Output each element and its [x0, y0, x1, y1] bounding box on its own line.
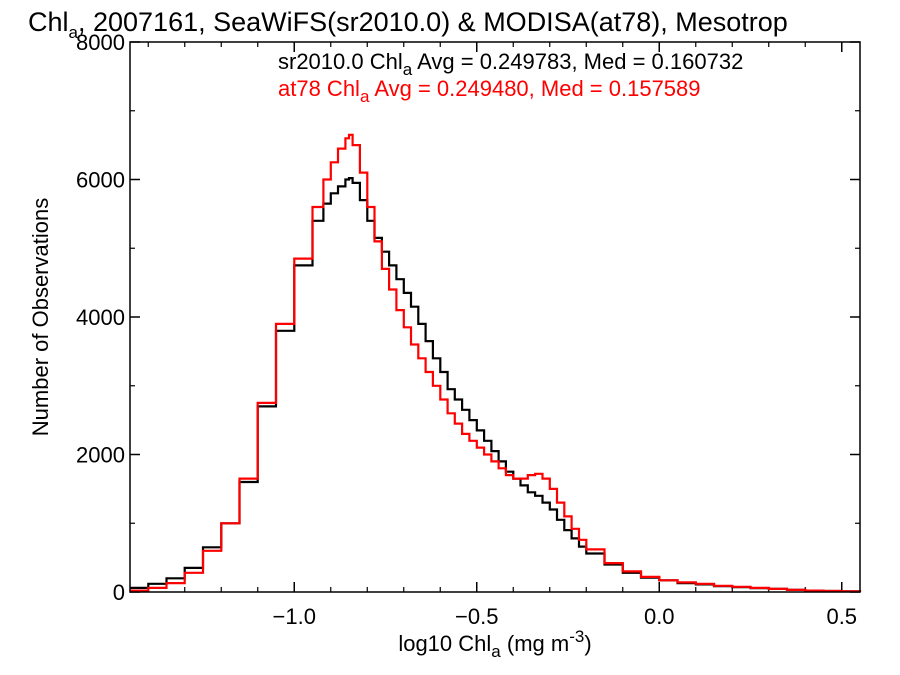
chart-title-rest: , 2007161, SeaWiFS(sr2010.0) & MODISA(at…	[78, 7, 788, 37]
y-tick-label: 2000	[76, 443, 125, 468]
x-axis-label: log10 Chla (mg m-3)	[398, 627, 591, 661]
chart-title-subscript: a	[69, 23, 79, 42]
x-axis-label-middle: (mg m	[501, 631, 569, 656]
x-axis-label-suffix: )	[584, 631, 591, 656]
y-axis-label: Number of Observations	[28, 198, 53, 436]
x-axis-label-prefix: log10 Chl	[398, 631, 491, 656]
x-tick-label: −1.0	[273, 604, 316, 629]
y-tick-label: 6000	[76, 168, 125, 193]
y-tick-label: 4000	[76, 305, 125, 330]
chart-title: Chla, 2007161, SeaWiFS(sr2010.0) & MODIS…	[28, 7, 788, 42]
legend-sr2010-suffix: Avg = 0.249783, Med = 0.160732	[412, 49, 743, 74]
chart-title-prefix: Chl	[28, 7, 69, 37]
legend-entry-sr2010: sr2010.0 Chla Avg = 0.249783, Med = 0.16…	[278, 49, 743, 79]
axis-ticks: −1.0 −0.5 0.0 0.5 0 2000 4000 6000 8000	[76, 30, 860, 629]
legend: sr2010.0 Chla Avg = 0.249783, Med = 0.16…	[278, 49, 743, 106]
x-axis-label-superscript: -3	[569, 627, 584, 646]
series-line-at78	[130, 133, 862, 593]
x-tick-label: 0.5	[826, 604, 857, 629]
legend-entry-at78: at78 Chla Avg = 0.249480, Med = 0.157589	[278, 76, 701, 106]
legend-at78-prefix: at78 Chl	[278, 76, 360, 101]
y-tick-label: 8000	[76, 30, 125, 55]
plot-frame	[129, 41, 861, 593]
legend-at78-subscript: a	[360, 87, 370, 106]
y-tick-label: 0	[113, 580, 125, 605]
legend-sr2010-prefix: sr2010.0 Chl	[278, 49, 403, 74]
legend-at78-suffix: Avg = 0.249480, Med = 0.157589	[369, 76, 700, 101]
series-group	[130, 133, 862, 593]
series-line-sr2010-0	[130, 177, 862, 593]
x-tick-label: 0.0	[644, 604, 675, 629]
x-axis-label-subscript: a	[491, 642, 501, 661]
x-tick-label: −0.5	[455, 604, 498, 629]
legend-sr2010-subscript: a	[403, 60, 413, 79]
